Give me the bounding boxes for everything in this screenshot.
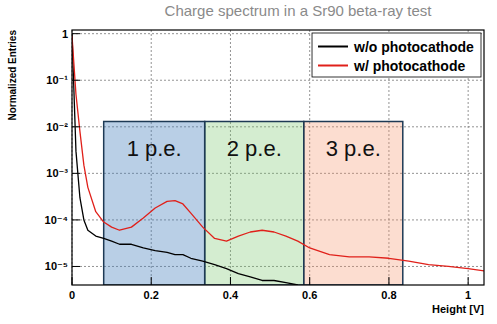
tick-x [72, 277, 73, 285]
grid-line-y [72, 80, 484, 81]
tick-y [72, 219, 80, 220]
tick-y [72, 33, 80, 34]
tick-y [72, 266, 80, 267]
series-lines [72, 34, 484, 285]
legend-label: w/ photocathode [353, 58, 465, 74]
tick-y [72, 80, 80, 81]
tick-label-y: 1 [62, 28, 68, 40]
legend: w/o photocathode w/ photocathode [312, 33, 481, 77]
title: Charge spectrum in a Sr90 beta-ray test [165, 2, 433, 19]
tick-label-y: 10⁻² [46, 121, 68, 133]
y-axis-title: Normalized Entries [7, 30, 18, 121]
region-box [205, 121, 304, 285]
x-axis-title: Height [V] [432, 303, 484, 315]
tick-x [309, 277, 310, 285]
region-label: 1 p.e. [127, 136, 182, 161]
tick-label-x: 0.8 [381, 289, 396, 301]
legend-box [312, 33, 481, 77]
tick-y [72, 173, 80, 174]
region-box [304, 121, 403, 285]
tick-x [230, 277, 231, 285]
annotation-boxes [104, 121, 403, 285]
tick-x [468, 277, 469, 285]
tick-label-x: 0.6 [302, 289, 317, 301]
tick-x [151, 277, 152, 285]
tick-label-y: 10⁻¹ [46, 74, 68, 86]
series-line [72, 34, 298, 285]
tick-label-y: 10⁻³ [46, 167, 68, 179]
chart: Charge spectrum in a Sr90 beta-ray test 1… [0, 0, 497, 324]
tick-label-x: 1 [465, 289, 471, 301]
tick-label-x: 0.4 [223, 289, 239, 301]
tick-x [388, 277, 389, 285]
legend-label: w/o photocathode [353, 39, 474, 55]
tick-label-x: 0 [69, 289, 75, 301]
tick-y [72, 126, 80, 127]
region-label: 2 p.e. [227, 136, 282, 161]
tick-label-x: 0.2 [144, 289, 159, 301]
tick-label-y: 10⁻⁴ [45, 214, 68, 226]
tick-label-y: 10⁻⁵ [45, 260, 68, 272]
plot-area [72, 30, 484, 285]
legend-swatch [318, 46, 348, 48]
region-label: 3 p.e. [326, 136, 381, 161]
region-box [104, 121, 205, 285]
legend-swatch [318, 65, 348, 67]
plot-frame [72, 30, 484, 285]
series-line [72, 36, 484, 271]
